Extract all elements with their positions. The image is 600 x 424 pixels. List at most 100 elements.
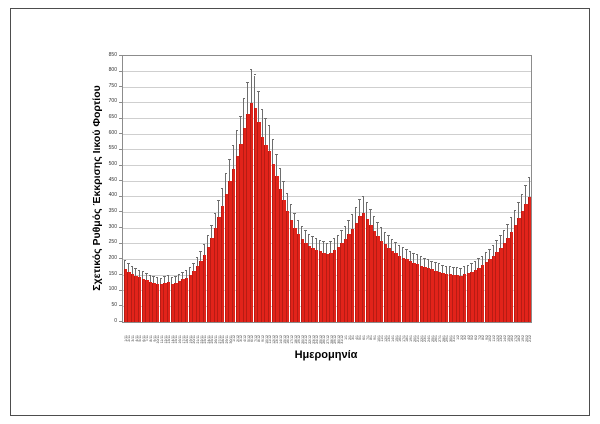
error-bar-cap — [361, 195, 365, 197]
bar-group — [509, 56, 514, 322]
bar-group — [480, 56, 485, 322]
bar-group — [155, 56, 160, 322]
error-bar-cap — [351, 213, 354, 215]
error-bar-cap — [336, 234, 340, 236]
error-bar — [452, 268, 454, 276]
bar-group — [412, 56, 416, 322]
bar-group — [369, 56, 373, 322]
error-bar — [297, 221, 299, 235]
bar-group — [166, 56, 171, 322]
bar — [484, 262, 489, 322]
error-bar-cap — [513, 209, 516, 211]
x-tick-holder: 11/1 — [380, 324, 384, 342]
bar-group — [473, 56, 478, 322]
error-bar — [322, 242, 324, 253]
x-tick-holder: 20/11 — [192, 324, 196, 344]
bar — [361, 213, 366, 322]
x-tick-holder: 5/12 — [247, 324, 251, 342]
bar — [228, 181, 232, 322]
x-tick-holder: 16/1 — [398, 324, 402, 342]
bar — [123, 268, 127, 322]
x-tick-holder: 4/1 — [355, 324, 359, 340]
bar — [260, 137, 265, 322]
error-bar — [210, 225, 212, 239]
x-tick-holder: 31/1 — [452, 324, 456, 342]
bar — [502, 242, 507, 322]
error-bar — [254, 75, 256, 108]
bar-group — [184, 56, 189, 322]
error-bar-cap — [318, 239, 321, 241]
bar — [264, 145, 268, 322]
error-bar-cap — [390, 238, 394, 240]
x-tick-holder: 16/2 — [510, 324, 514, 342]
error-bar-cap — [145, 273, 148, 275]
error-bar — [192, 263, 194, 272]
bar-group — [437, 56, 442, 322]
bar — [141, 278, 146, 322]
bar — [282, 199, 286, 322]
bar-group — [314, 56, 319, 322]
x-tick-holder: 1/1 — [344, 324, 348, 340]
bar-group — [210, 56, 214, 322]
error-bar — [333, 239, 335, 251]
x-tick-holder: 10/2 — [488, 324, 492, 342]
bar — [138, 277, 142, 322]
error-bar — [348, 221, 350, 235]
bar-group — [430, 56, 434, 322]
bar — [527, 196, 532, 322]
bar-group — [448, 56, 452, 322]
y-tick-label: 300 — [108, 223, 117, 230]
error-bar-cap — [159, 277, 163, 279]
x-tick-holder: 23/11 — [203, 324, 207, 344]
bar-group — [141, 56, 146, 322]
error-bar-cap — [210, 224, 213, 226]
error-bar-cap — [376, 222, 379, 224]
bar-group — [390, 56, 395, 322]
error-bar — [167, 275, 169, 282]
error-bar — [528, 178, 530, 197]
error-bar — [124, 260, 126, 269]
error-bar-cap — [228, 159, 231, 161]
bar — [383, 244, 387, 322]
error-bar — [445, 266, 447, 274]
y-tick-mark — [119, 227, 122, 229]
x-tick-holder: 12/12 — [272, 324, 276, 344]
error-bar — [344, 226, 346, 240]
error-bar-cap — [166, 274, 170, 276]
error-bar-cap — [347, 220, 350, 222]
bar — [311, 247, 315, 322]
bar — [213, 228, 218, 322]
error-bar-cap — [271, 139, 275, 141]
error-bar — [463, 267, 465, 275]
bar — [195, 266, 200, 322]
error-bar-cap — [491, 244, 495, 246]
error-bar — [236, 131, 238, 157]
error-bar — [203, 244, 205, 255]
bar — [271, 163, 276, 322]
error-bar — [380, 228, 382, 241]
y-tick-mark — [119, 55, 122, 56]
bar-group — [282, 56, 286, 322]
y-tick-label: 750 — [108, 82, 117, 89]
bar — [387, 247, 391, 322]
bar — [405, 259, 409, 322]
bar-group — [506, 56, 510, 322]
bar — [423, 266, 427, 322]
bar — [416, 264, 420, 322]
gridline — [123, 227, 531, 229]
x-tick-holder: 16/11 — [178, 324, 182, 344]
x-tick-holder: 1/12 — [232, 324, 236, 342]
error-bar-cap — [394, 241, 397, 243]
x-tick-holder: 29/11 — [225, 324, 229, 344]
x-tick-holder: 9/1 — [373, 324, 377, 340]
error-bar-cap — [325, 242, 329, 244]
bar-group — [192, 56, 196, 322]
bar-group — [376, 56, 380, 322]
error-bar — [178, 274, 180, 282]
bar — [159, 284, 164, 322]
x-tick-holder: 5/1 — [358, 324, 362, 340]
bar — [379, 240, 384, 322]
x-tick-holder: 25/12 — [319, 324, 323, 344]
bar-group — [264, 56, 268, 322]
error-bar — [164, 277, 165, 284]
